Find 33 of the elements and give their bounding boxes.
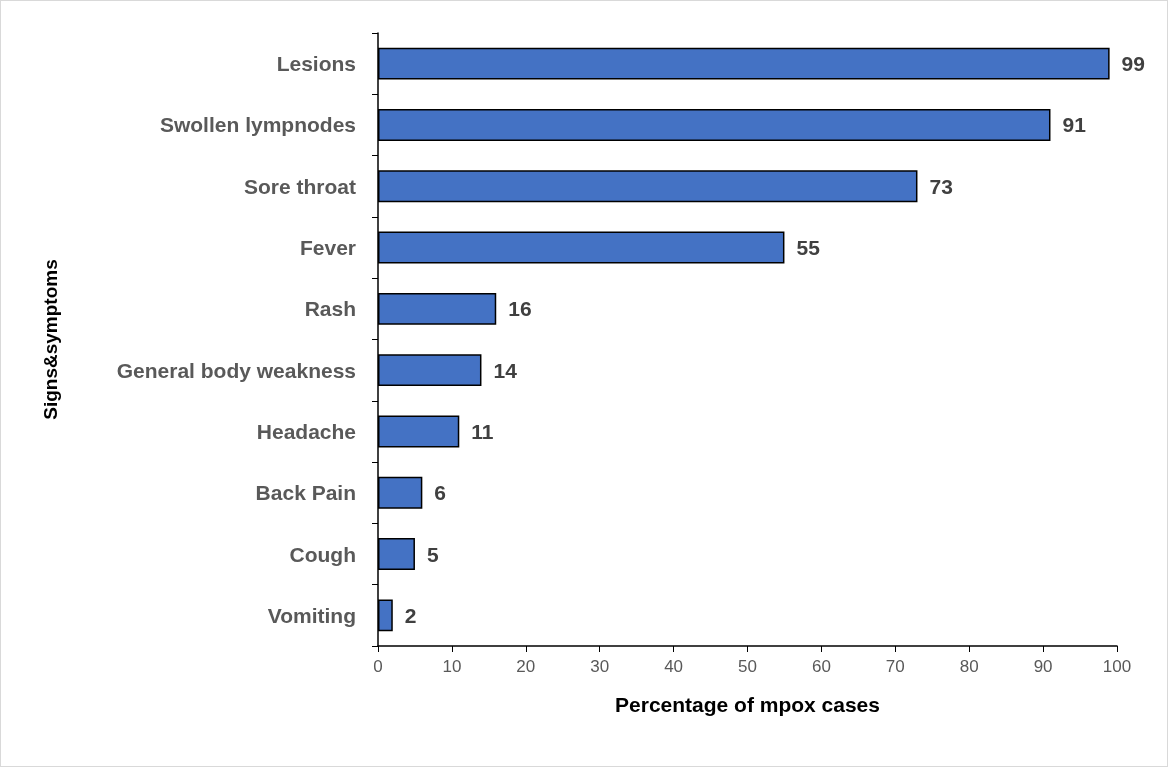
data-label: 91 bbox=[1062, 113, 1087, 137]
data-label: 99 bbox=[1121, 52, 1145, 76]
x-axis-title: Percentage of mpox cases bbox=[615, 693, 880, 716]
data-label: 6 bbox=[434, 481, 447, 505]
x-tick-label: 60 bbox=[811, 657, 831, 676]
data-label: 16 bbox=[508, 297, 532, 321]
data-label: 73 bbox=[929, 174, 953, 198]
y-tick-label: Headache bbox=[256, 419, 356, 443]
y-tick-label: Rash bbox=[304, 297, 356, 321]
y-tick-label: Lesions bbox=[276, 52, 356, 76]
y-tick-label: Sore throat bbox=[243, 174, 356, 198]
x-tick-label: 30 bbox=[590, 657, 610, 676]
x-tick-label: 80 bbox=[959, 657, 979, 676]
data-label: 5 bbox=[426, 542, 439, 566]
data-label: 11 bbox=[471, 419, 494, 443]
y-tick-label: Cough bbox=[289, 542, 356, 566]
x-tick-label: 20 bbox=[516, 657, 536, 676]
y-tick-label: Vomiting bbox=[267, 603, 356, 627]
data-label: 14 bbox=[493, 358, 518, 382]
x-tick-label: 70 bbox=[885, 657, 905, 676]
data-label: 2 bbox=[404, 603, 417, 627]
y-tick-label: Swollen lympnodes bbox=[159, 113, 356, 137]
x-tick-label: 100 bbox=[1102, 657, 1132, 676]
x-tick-label: 40 bbox=[664, 657, 684, 676]
y-axis-title: Signs&symptoms bbox=[40, 259, 61, 420]
x-tick-label: 50 bbox=[738, 657, 757, 676]
y-tick-label: Fever bbox=[299, 236, 356, 260]
x-tick-label: 90 bbox=[1033, 657, 1053, 676]
data-label: 55 bbox=[796, 236, 821, 260]
y-tick-label: General body weakness bbox=[116, 358, 356, 382]
x-tick-label: 0 bbox=[373, 657, 383, 676]
y-tick-label: Back Pain bbox=[255, 481, 356, 505]
x-tick-label: 10 bbox=[442, 657, 462, 676]
